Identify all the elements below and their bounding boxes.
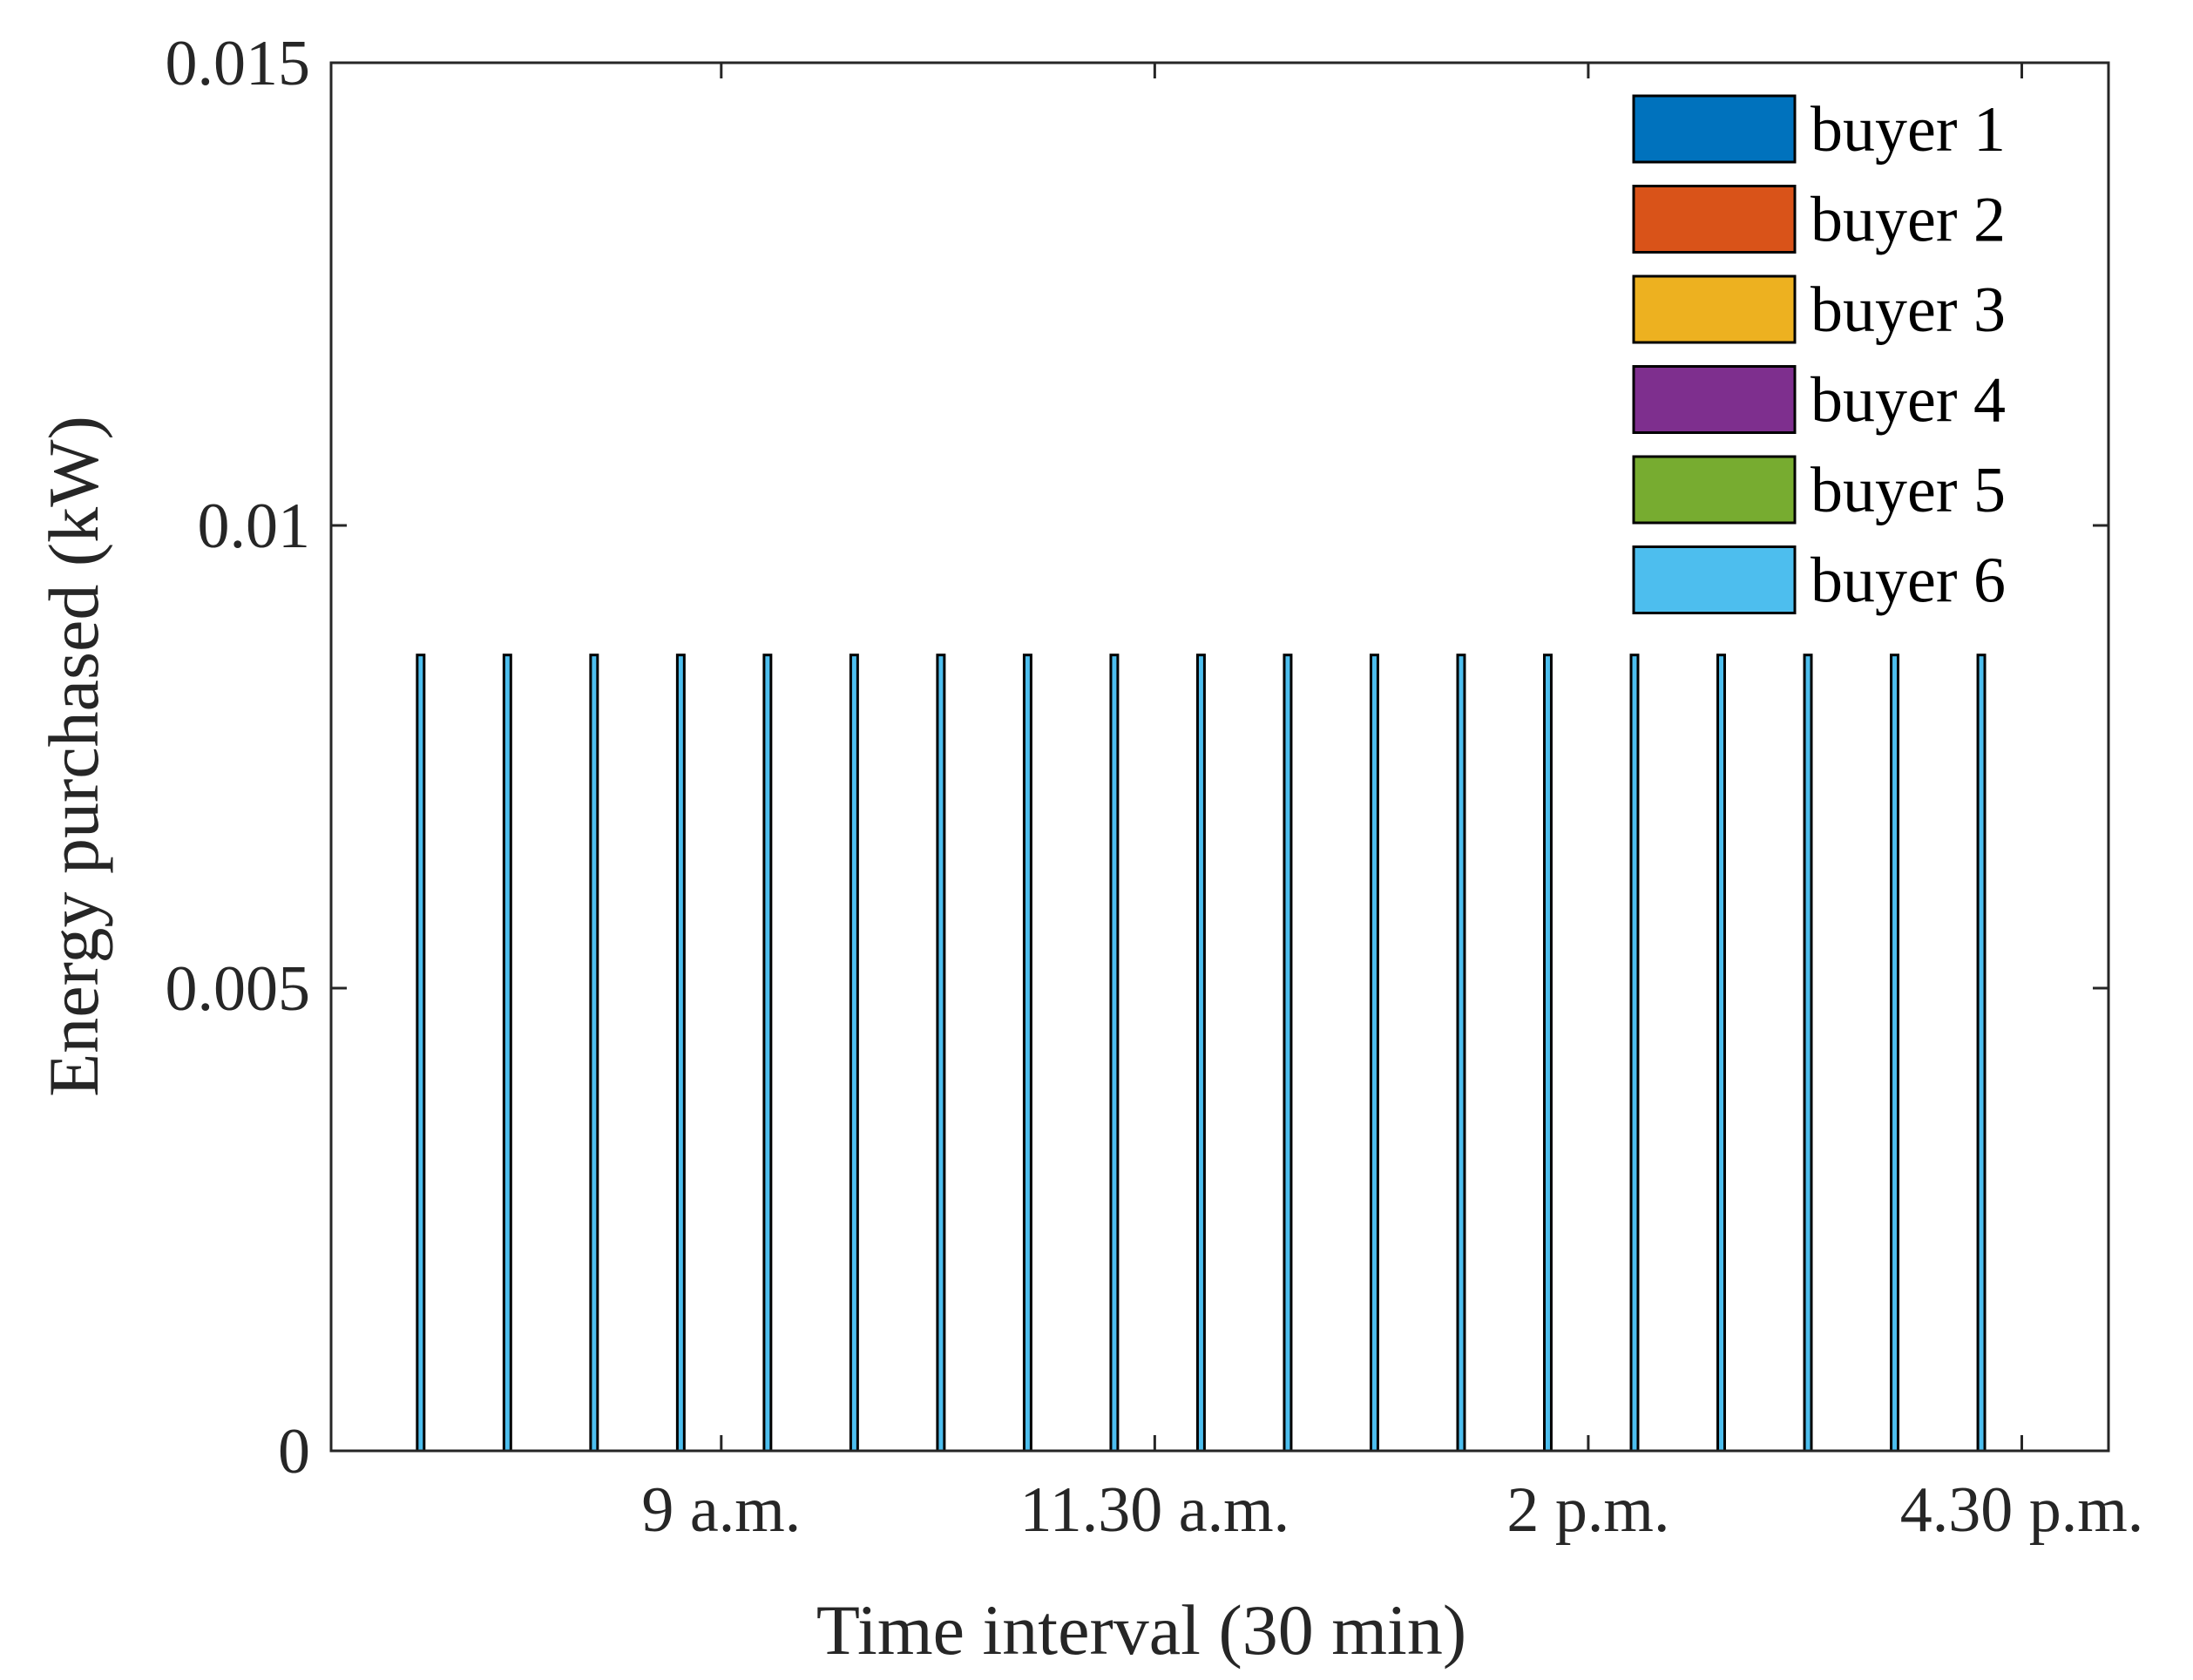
bar <box>1456 654 1466 1453</box>
legend-swatch <box>1632 274 1797 344</box>
legend-label: buyer 4 <box>1811 365 2006 437</box>
bar <box>1195 654 1206 1453</box>
x-tick-label: 9 a.m. <box>641 1474 801 1546</box>
bar <box>1022 654 1032 1453</box>
x-tick-label: 4.30 p.m. <box>1900 1474 2144 1546</box>
y-axis-title: Energy purchased (kW) <box>34 416 113 1097</box>
y-axis: 0 0.005 0.01 0.015 <box>166 28 2108 1487</box>
y-tick-label: 0 <box>278 1416 310 1487</box>
legend: buyer 1 buyer 2 buyer 3 buyer 4 buyer 5 buyer… <box>1632 94 2006 617</box>
y-tick-label: 0.005 <box>166 953 311 1025</box>
bar <box>1369 654 1379 1453</box>
bar <box>1629 654 1640 1453</box>
legend-label: buyer 2 <box>1811 185 2006 256</box>
x-tick-label: 11.30 a.m. <box>1020 1474 1290 1546</box>
bar <box>502 654 512 1453</box>
bar <box>1283 654 1293 1453</box>
axes-box <box>329 61 2110 1453</box>
x-axis-title: Time interval (30 min) <box>816 1590 1466 1670</box>
legend-label: buyer 3 <box>1811 274 2006 346</box>
legend-swatch <box>1632 545 1797 614</box>
legend-swatch <box>1632 185 1797 254</box>
bar <box>1543 654 1553 1453</box>
bar <box>1803 654 1813 1453</box>
x-tick-label: 2 p.m. <box>1506 1474 1669 1546</box>
legend-label: buyer 5 <box>1811 455 2006 526</box>
x-axis: 9 a.m. 11.30 a.m. 2 p.m. 4.30 p.m. <box>641 63 2143 1546</box>
legend-swatch <box>1632 365 1797 434</box>
bar <box>849 654 859 1453</box>
y-tick-label: 0.01 <box>198 491 311 562</box>
legend-label: buyer 1 <box>1811 94 2006 166</box>
bar <box>1109 654 1120 1453</box>
bar <box>1890 654 1900 1453</box>
bar <box>1716 654 1726 1453</box>
legend-swatch <box>1632 455 1797 525</box>
y-tick-label: 0.015 <box>166 28 311 99</box>
bar <box>416 654 426 1453</box>
bar <box>1976 654 1987 1453</box>
bar <box>589 654 599 1453</box>
legend-label: buyer 6 <box>1811 545 2006 617</box>
legend-swatch <box>1632 94 1797 164</box>
bar <box>936 654 946 1453</box>
bar <box>762 654 773 1453</box>
bar <box>675 654 686 1453</box>
